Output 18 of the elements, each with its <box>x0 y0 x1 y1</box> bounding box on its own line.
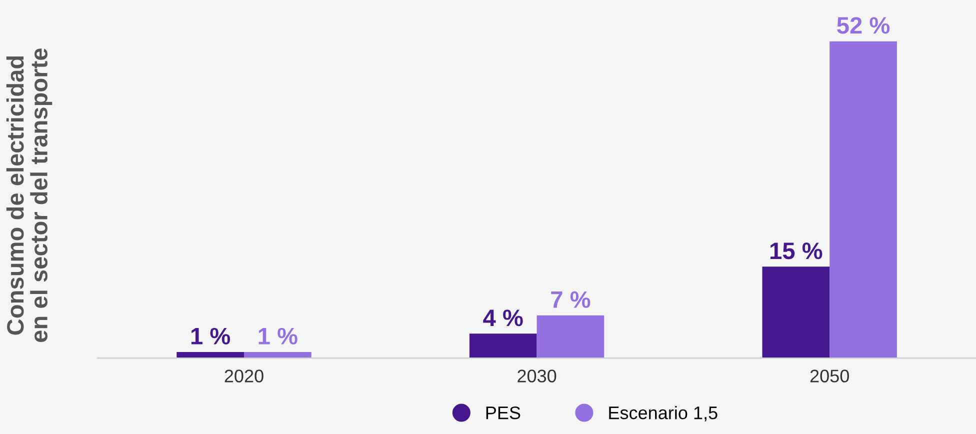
y-axis-title: Consumo de electricidad en el sector del transporte <box>6 48 52 342</box>
bar <box>244 352 312 358</box>
data-label: 1 % <box>191 328 230 344</box>
data-label: 4 % <box>483 310 523 326</box>
x-tick-label: 2050 <box>810 370 849 382</box>
bar <box>469 334 537 358</box>
legend-label: Escenario 1,5 <box>609 406 718 422</box>
bar <box>536 315 604 358</box>
bar <box>176 352 244 358</box>
x-tick-label: 2030 <box>518 370 556 382</box>
bar <box>830 41 897 358</box>
legend-label: PES <box>486 406 520 420</box>
bar <box>762 266 830 358</box>
data-label: 1 % <box>258 328 298 344</box>
x-tick-label: 2020 <box>224 370 264 382</box>
data-label: 52 % <box>837 17 890 34</box>
data-label: 7 % <box>551 291 590 308</box>
data-label: 15 % <box>770 242 822 260</box>
